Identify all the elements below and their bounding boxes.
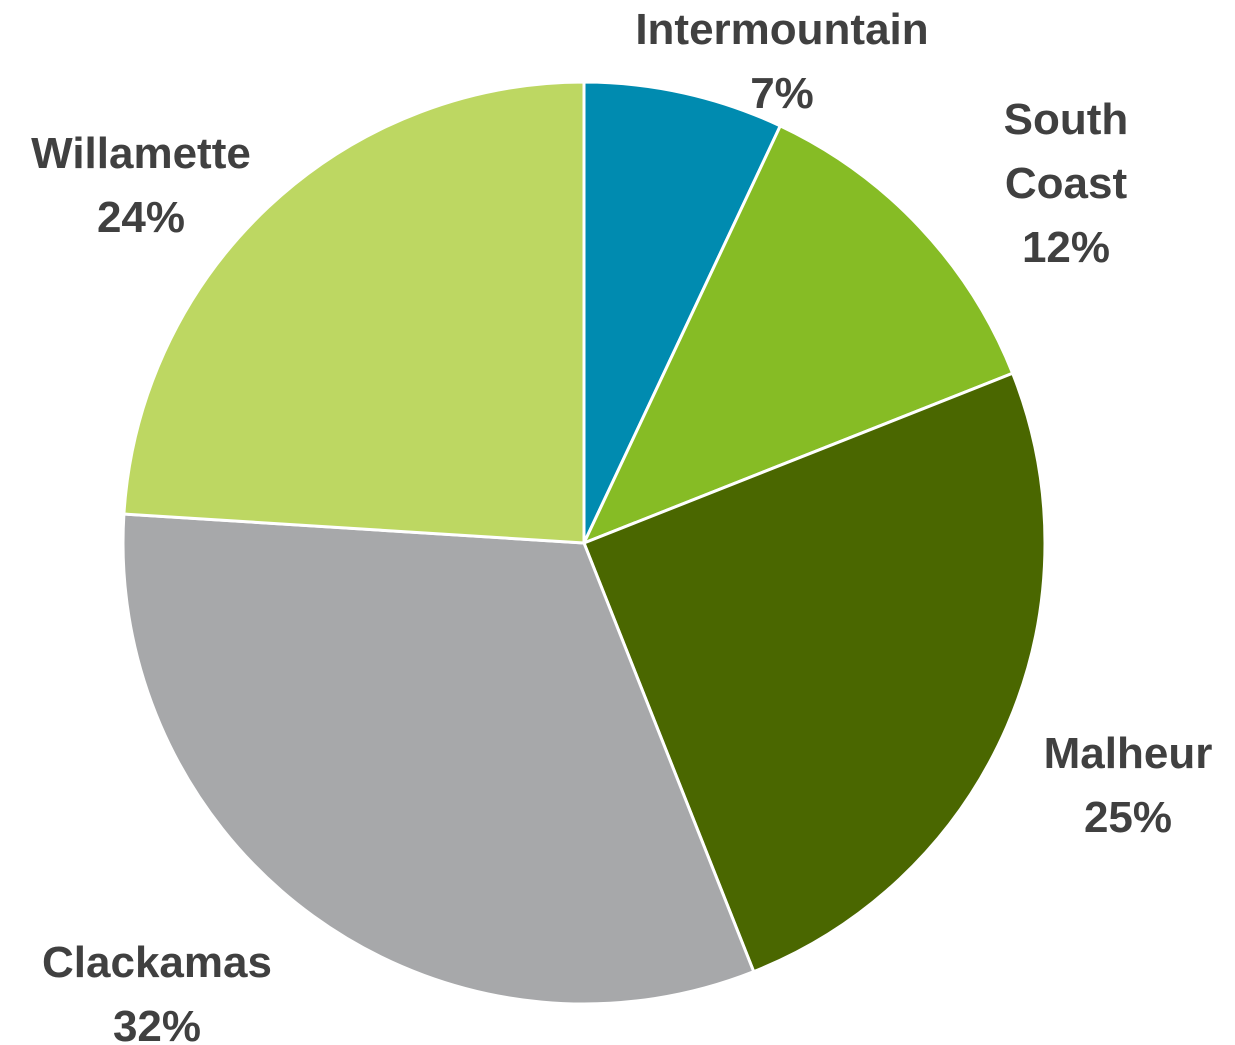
pie-slice-intermountain <box>582 80 782 545</box>
slice-value-label: 32% <box>113 1002 201 1045</box>
slice-value-label: 12% <box>1022 223 1110 272</box>
slices-layer <box>121 80 1047 1006</box>
slice-label-clackamas: Clackamas 32% <box>42 938 272 1045</box>
pie-slice-willamette <box>122 80 586 545</box>
slice-name-label: Malheur <box>1044 729 1213 778</box>
slice-label-south-coast: South Coast 12% <box>1004 95 1129 272</box>
slice-value-label: 24% <box>97 193 185 242</box>
pie-slice-malheur <box>582 371 1047 974</box>
slice-name-label: Intermountain <box>635 5 928 54</box>
labels-layer: Intermountain 7% South Coast 12% Malheur 25% Cl… <box>31 5 1212 1045</box>
slice-name-label: South <box>1004 95 1129 144</box>
slice-label-willamette: Willamette 24% <box>31 129 251 242</box>
slice-label-intermountain: Intermountain 7% <box>635 5 928 118</box>
slice-value-label: 7% <box>750 69 814 118</box>
slice-value-label: 25% <box>1084 793 1172 842</box>
slice-name-label: Coast <box>1005 159 1128 208</box>
pie-slice-clackamas <box>121 512 756 1006</box>
pie-slice-south-coast <box>582 124 1015 545</box>
slice-name-label: Clackamas <box>42 938 272 987</box>
slice-name-label: Willamette <box>31 129 251 178</box>
slice-label-malheur: Malheur 25% <box>1044 729 1213 842</box>
